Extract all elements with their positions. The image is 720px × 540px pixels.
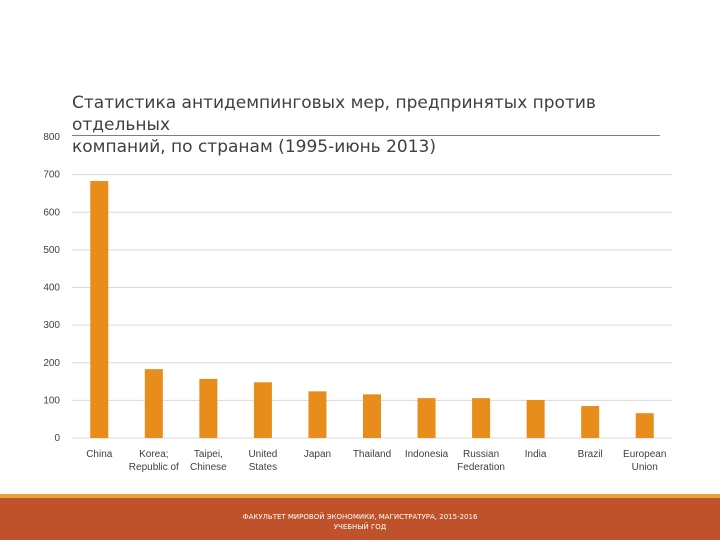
x-tick-label-line: Brazil bbox=[578, 449, 603, 460]
x-tick-label-line: United bbox=[248, 449, 277, 460]
x-tick-label: United States bbox=[248, 449, 277, 473]
bar bbox=[144, 369, 163, 438]
footer-text: ФАКУЛЬТЕТ МИРОВОЙ ЭКОНОМИКИ, МАГИСТРАТУР… bbox=[0, 512, 720, 532]
title-underline bbox=[72, 135, 660, 136]
bar bbox=[635, 413, 654, 438]
y-tick-label: 300 bbox=[43, 320, 60, 331]
y-tick-label: 800 bbox=[43, 132, 60, 143]
chart-title-line1: Статистика антидемпинговых мер, предприн… bbox=[72, 93, 596, 135]
x-tick-label: Korea; Republic of bbox=[129, 449, 179, 473]
y-tick-label: 0 bbox=[54, 433, 60, 444]
x-tick-label-line: Russian bbox=[463, 449, 499, 460]
x-tick-label-line: Japan bbox=[304, 449, 331, 460]
bar bbox=[363, 394, 381, 438]
bar bbox=[581, 406, 600, 438]
bar-chart: 0 100 200 300 400 500 600 700 800 China Korea; Repu… bbox=[43, 132, 672, 473]
bar bbox=[199, 378, 218, 438]
bar bbox=[417, 398, 436, 438]
bar bbox=[253, 382, 272, 438]
x-tick-label: Thailand bbox=[353, 449, 391, 460]
x-tick-label-line: Federation bbox=[457, 462, 505, 473]
x-tick-label-line: States bbox=[249, 462, 277, 473]
bar bbox=[472, 398, 491, 438]
x-tick-label-line: Union bbox=[632, 462, 658, 473]
y-tick-label: 600 bbox=[43, 207, 60, 218]
x-tick-label-line: India bbox=[525, 449, 547, 460]
x-tick-label-line: Republic of bbox=[129, 462, 179, 473]
chart-title: Статистика антидемпинговых мер, предприн… bbox=[72, 92, 672, 158]
x-tick-label-line: Korea; bbox=[139, 449, 168, 460]
y-tick-label: 700 bbox=[43, 170, 60, 181]
x-tick-label-line: Taipei, bbox=[194, 449, 223, 460]
x-tick-label: Brazil bbox=[578, 449, 603, 460]
x-tick-label: Russian Federation bbox=[457, 449, 505, 473]
bar bbox=[526, 399, 545, 438]
footer-line-2: УЧЕБНЫЙ ГОД bbox=[333, 523, 387, 531]
y-tick-label: 400 bbox=[43, 283, 60, 294]
bar bbox=[90, 181, 109, 439]
footer-accent-stripe bbox=[0, 494, 720, 498]
x-tick-label-line: Thailand bbox=[353, 449, 391, 460]
y-tick-label: 500 bbox=[43, 245, 60, 256]
y-tick-label: 200 bbox=[43, 358, 60, 369]
x-tick-label: Indonesia bbox=[405, 449, 449, 460]
x-tick-label-line: China bbox=[86, 449, 113, 460]
bar bbox=[308, 391, 327, 438]
x-tick-label: European Union bbox=[623, 449, 666, 473]
x-tick-label: China bbox=[86, 449, 113, 460]
x-tick-label-line: European bbox=[623, 449, 666, 460]
x-tick-label-line: Indonesia bbox=[405, 449, 449, 460]
y-tick-label: 100 bbox=[43, 395, 60, 406]
x-tick-label: Taipei, Chinese bbox=[190, 449, 227, 473]
x-tick-label-line: Chinese bbox=[190, 462, 227, 473]
footer-bar bbox=[0, 498, 720, 540]
x-tick-label: India bbox=[525, 449, 547, 460]
chart-title-line2: компаний, по странам (1995-июнь 2013) bbox=[72, 137, 437, 157]
footer-line-1: ФАКУЛЬТЕТ МИРОВОЙ ЭКОНОМИКИ, МАГИСТРАТУР… bbox=[242, 513, 478, 521]
x-tick-label: Japan bbox=[304, 449, 331, 460]
